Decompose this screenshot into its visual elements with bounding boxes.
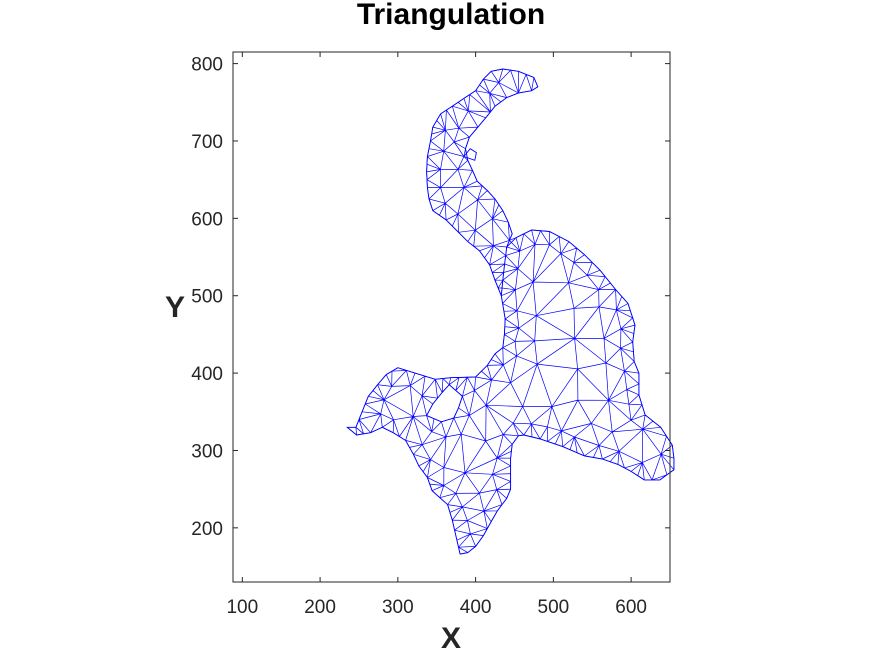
x-tick-label: 400	[460, 597, 492, 618]
y-tick-label: 600	[191, 209, 223, 230]
mesh-layer	[346, 68, 675, 555]
x-tick-label: 300	[382, 597, 414, 618]
y-axis-title: Y	[165, 291, 185, 324]
y-tick-label: 700	[191, 132, 223, 153]
mesh-boundary	[346, 229, 675, 555]
y-tick-label: 800	[191, 55, 223, 76]
x-tick-label: 500	[538, 597, 570, 618]
y-tick-label: 400	[191, 364, 223, 385]
x-axis: 100 200 300 400 500 600	[226, 52, 647, 618]
y-tick-label: 300	[191, 441, 223, 462]
axes-box	[232, 51, 671, 583]
mesh-boundary	[426, 68, 539, 296]
x-tick-label: 200	[304, 597, 336, 618]
y-tick-label: 200	[191, 519, 223, 540]
y-axis: 200 300 400 500 600 700 800	[191, 55, 670, 540]
mesh-boundary	[426, 384, 463, 423]
chart-title: Triangulation	[357, 0, 545, 31]
y-tick-label: 500	[191, 287, 223, 308]
x-axis-title: X	[441, 622, 461, 654]
x-tick-label: 100	[226, 597, 258, 618]
mesh-boundary	[463, 148, 477, 161]
x-tick-label: 600	[615, 597, 647, 618]
